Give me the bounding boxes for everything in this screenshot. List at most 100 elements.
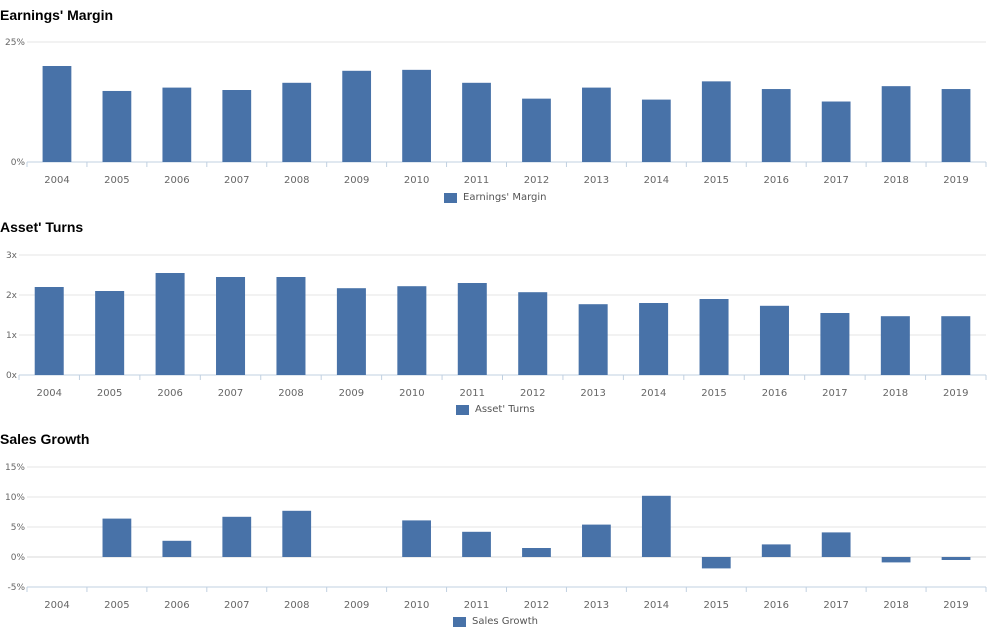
y-tick-label: 3x [6,251,18,261]
x-tick-label: 2012 [520,388,545,399]
bar[interactable] [582,87,611,162]
y-tick-label: 0x [6,371,18,381]
legend-swatch [444,192,457,203]
bar[interactable] [95,291,125,375]
x-tick-label: 2007 [224,175,249,186]
x-tick-label: 2010 [404,600,429,611]
earnings-margin-chart: 0% 25% 2004 2005 2006 2007 2008 2009 2010 2011 201… [5,38,987,186]
bar[interactable] [162,540,192,557]
y-tick-label: 0% [11,553,26,563]
earnings-margin-legend[interactable]: Earnings' Margin [444,192,546,203]
x-tick-label: 2015 [704,600,729,611]
bar[interactable] [102,90,132,162]
x-tick-label: 2019 [943,388,968,399]
x-tick-label: 2016 [763,600,788,611]
bar[interactable] [761,544,791,557]
x-tick-label: 2008 [284,600,309,611]
bar[interactable] [761,89,791,162]
x-tick-label: 2014 [644,175,669,186]
bar[interactable] [759,305,789,375]
x-tick-label: 2016 [763,175,788,186]
x-tick-label: 2009 [344,600,369,611]
bar[interactable] [880,316,910,375]
bar[interactable] [222,516,252,557]
x-tick-label: 2013 [580,388,605,399]
legend-label: Sales Growth [472,616,538,627]
x-tick-label: 2005 [97,388,122,399]
bar[interactable] [42,66,72,162]
x-tick-label: 2012 [524,175,549,186]
bar[interactable] [699,299,729,375]
bar[interactable] [941,316,971,375]
x-tick-label: 2006 [157,388,182,399]
bar[interactable] [641,495,671,557]
bar[interactable] [522,98,551,162]
bar[interactable] [881,86,911,162]
x-tick-label: 2007 [224,600,249,611]
bar[interactable] [881,557,911,563]
x-tick-label: 2018 [883,175,908,186]
bar[interactable] [820,313,850,375]
x-tick-label: 2009 [344,175,369,186]
y-tick-label: 2x [6,291,18,301]
x-tick-label: 2009 [339,388,364,399]
x-tick-label: 2012 [524,600,549,611]
y-tick-label: -5% [7,583,25,593]
y-tick-label: 10% [5,493,25,503]
bar[interactable] [462,531,491,557]
bar[interactable] [282,510,312,557]
bar[interactable] [102,518,132,557]
bar[interactable] [342,70,372,162]
bar[interactable] [582,524,611,557]
bar[interactable] [402,520,431,557]
bar[interactable] [216,277,246,375]
bar[interactable] [155,273,185,375]
y-tick-label: 1x [6,331,18,341]
asset-turns-legend[interactable]: Asset' Turns [456,404,535,415]
bar[interactable] [941,89,971,162]
sales-growth-title: Sales Growth [0,431,90,447]
x-tick-label: 2011 [464,175,489,186]
bar[interactable] [397,286,427,375]
x-tick-label: 2018 [883,600,908,611]
bar[interactable] [821,532,851,557]
bar[interactable] [522,548,551,557]
bar[interactable] [518,292,548,375]
bar[interactable] [821,101,851,162]
bar[interactable] [641,99,671,162]
y-tick-label: 0% [11,158,26,168]
x-tick-label: 2014 [644,600,669,611]
bar[interactable] [222,90,252,162]
x-tick-label: 2008 [278,388,303,399]
asset-turns-chart: 0x 1x 2x 3x 2004 2005 2006 2007 2008 2009 2010 2011… [6,251,987,399]
x-tick-label: 2010 [404,175,429,186]
bar[interactable] [578,304,608,375]
x-tick-label: 2015 [701,388,726,399]
bar[interactable] [402,69,431,162]
x-tick-label: 2017 [822,388,847,399]
y-tick-label: 25% [5,38,25,48]
bar[interactable] [701,557,731,569]
legend-swatch [453,616,466,627]
x-tick-label: 2013 [584,600,609,611]
x-tick-label: 2010 [399,388,424,399]
earnings-margin-title: Earnings' Margin [0,7,114,23]
legend-label: Earnings' Margin [463,192,547,203]
sales-growth-legend[interactable]: Sales Growth [453,616,538,627]
bar[interactable] [336,288,366,375]
bar[interactable] [941,557,971,560]
bar[interactable] [282,82,312,162]
bar[interactable] [701,81,731,162]
bar[interactable] [162,87,192,162]
x-tick-label: 2018 [883,388,908,399]
legend-swatch [456,404,469,415]
bar[interactable] [462,82,491,162]
x-tick-label: 2015 [704,175,729,186]
x-tick-label: 2013 [584,175,609,186]
bar[interactable] [276,277,306,375]
bar[interactable] [639,303,669,375]
asset-turns-panel: Asset' Turns 0x 1x 2x 3x 2004 2005 2006 2007 200… [0,212,990,424]
bar[interactable] [34,287,64,375]
bar[interactable] [457,283,487,375]
earnings-margin-panel: Earnings' Margin 0% 25% 2004 2005 2006 2007 20… [0,0,990,212]
